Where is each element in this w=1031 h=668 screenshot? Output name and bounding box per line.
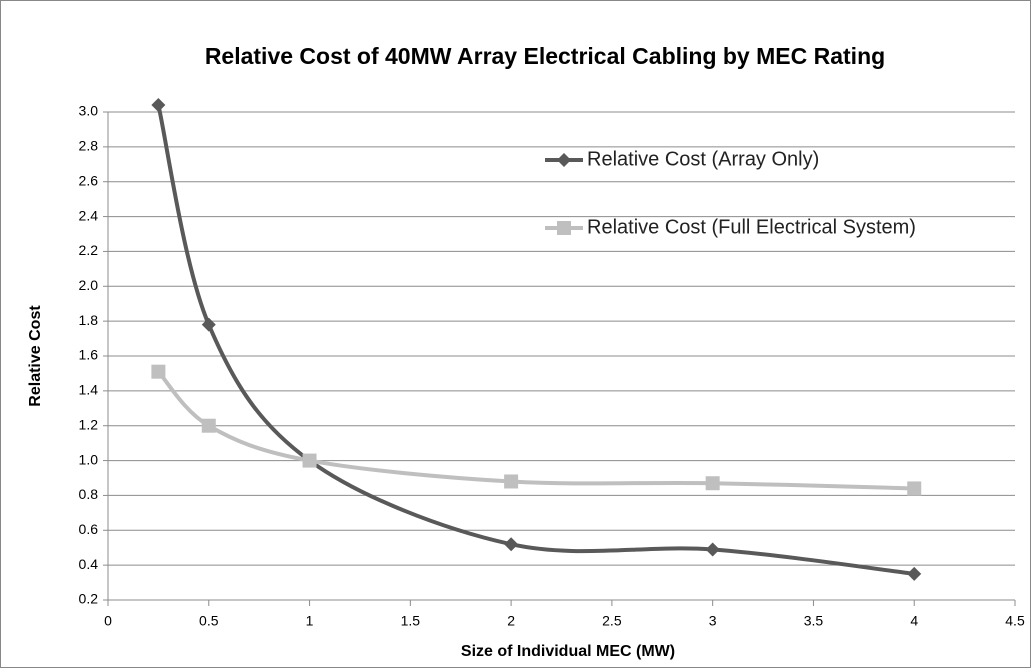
y-tick-label: 1.2 <box>79 416 99 432</box>
x-tick-label: 1 <box>306 613 314 629</box>
marker <box>302 453 317 468</box>
x-tick-label: 0 <box>104 613 112 629</box>
y-tick-label: 1.6 <box>79 347 99 363</box>
x-tick-label: 4 <box>910 613 918 629</box>
x-tick-label: 0.5 <box>199 613 219 629</box>
y-tick-label: 0.8 <box>79 486 99 502</box>
y-tick-label: 0.4 <box>79 556 99 572</box>
y-tick-label: 1.8 <box>79 312 99 328</box>
marker <box>201 317 216 332</box>
marker <box>151 98 166 113</box>
series-line <box>156 104 915 576</box>
x-axis-title: Size of Individual MEC (MW) <box>461 643 675 660</box>
y-tick-label: 1.4 <box>79 382 99 398</box>
marker <box>201 418 216 433</box>
y-tick-label: 3.0 <box>79 103 99 119</box>
x-tick-label: 2.5 <box>602 613 622 629</box>
y-tick-label: 0.2 <box>79 591 99 607</box>
y-tick-label: 0.6 <box>79 521 99 537</box>
marker <box>705 542 720 557</box>
y-tick-label: 2.2 <box>79 242 99 258</box>
marker <box>705 476 720 491</box>
marker <box>557 221 571 235</box>
x-tick-label: 3 <box>709 613 717 629</box>
marker <box>504 474 519 489</box>
y-tick-label: 2.6 <box>79 172 99 188</box>
marker <box>907 566 922 581</box>
legend-label: Relative Cost (Full Electrical System) <box>587 216 916 238</box>
legend-label: Relative Cost (Array Only) <box>587 148 819 170</box>
y-tick-label: 2.8 <box>79 138 99 154</box>
marker <box>151 364 166 379</box>
x-tick-label: 1.5 <box>401 613 421 629</box>
chart-title: Relative Cost of 40MW Array Electrical C… <box>205 43 885 69</box>
y-axis-title: Relative Cost <box>27 305 44 407</box>
x-tick-label: 3.5 <box>804 613 824 629</box>
marker <box>504 537 519 552</box>
marker <box>557 153 571 167</box>
y-tick-label: 2.0 <box>79 277 99 293</box>
y-tick-label: 2.4 <box>79 207 99 223</box>
marker <box>907 481 922 496</box>
y-tick-label: 1.0 <box>79 451 99 467</box>
x-tick-label: 2 <box>507 613 515 629</box>
x-tick-label: 4.5 <box>1005 613 1025 629</box>
